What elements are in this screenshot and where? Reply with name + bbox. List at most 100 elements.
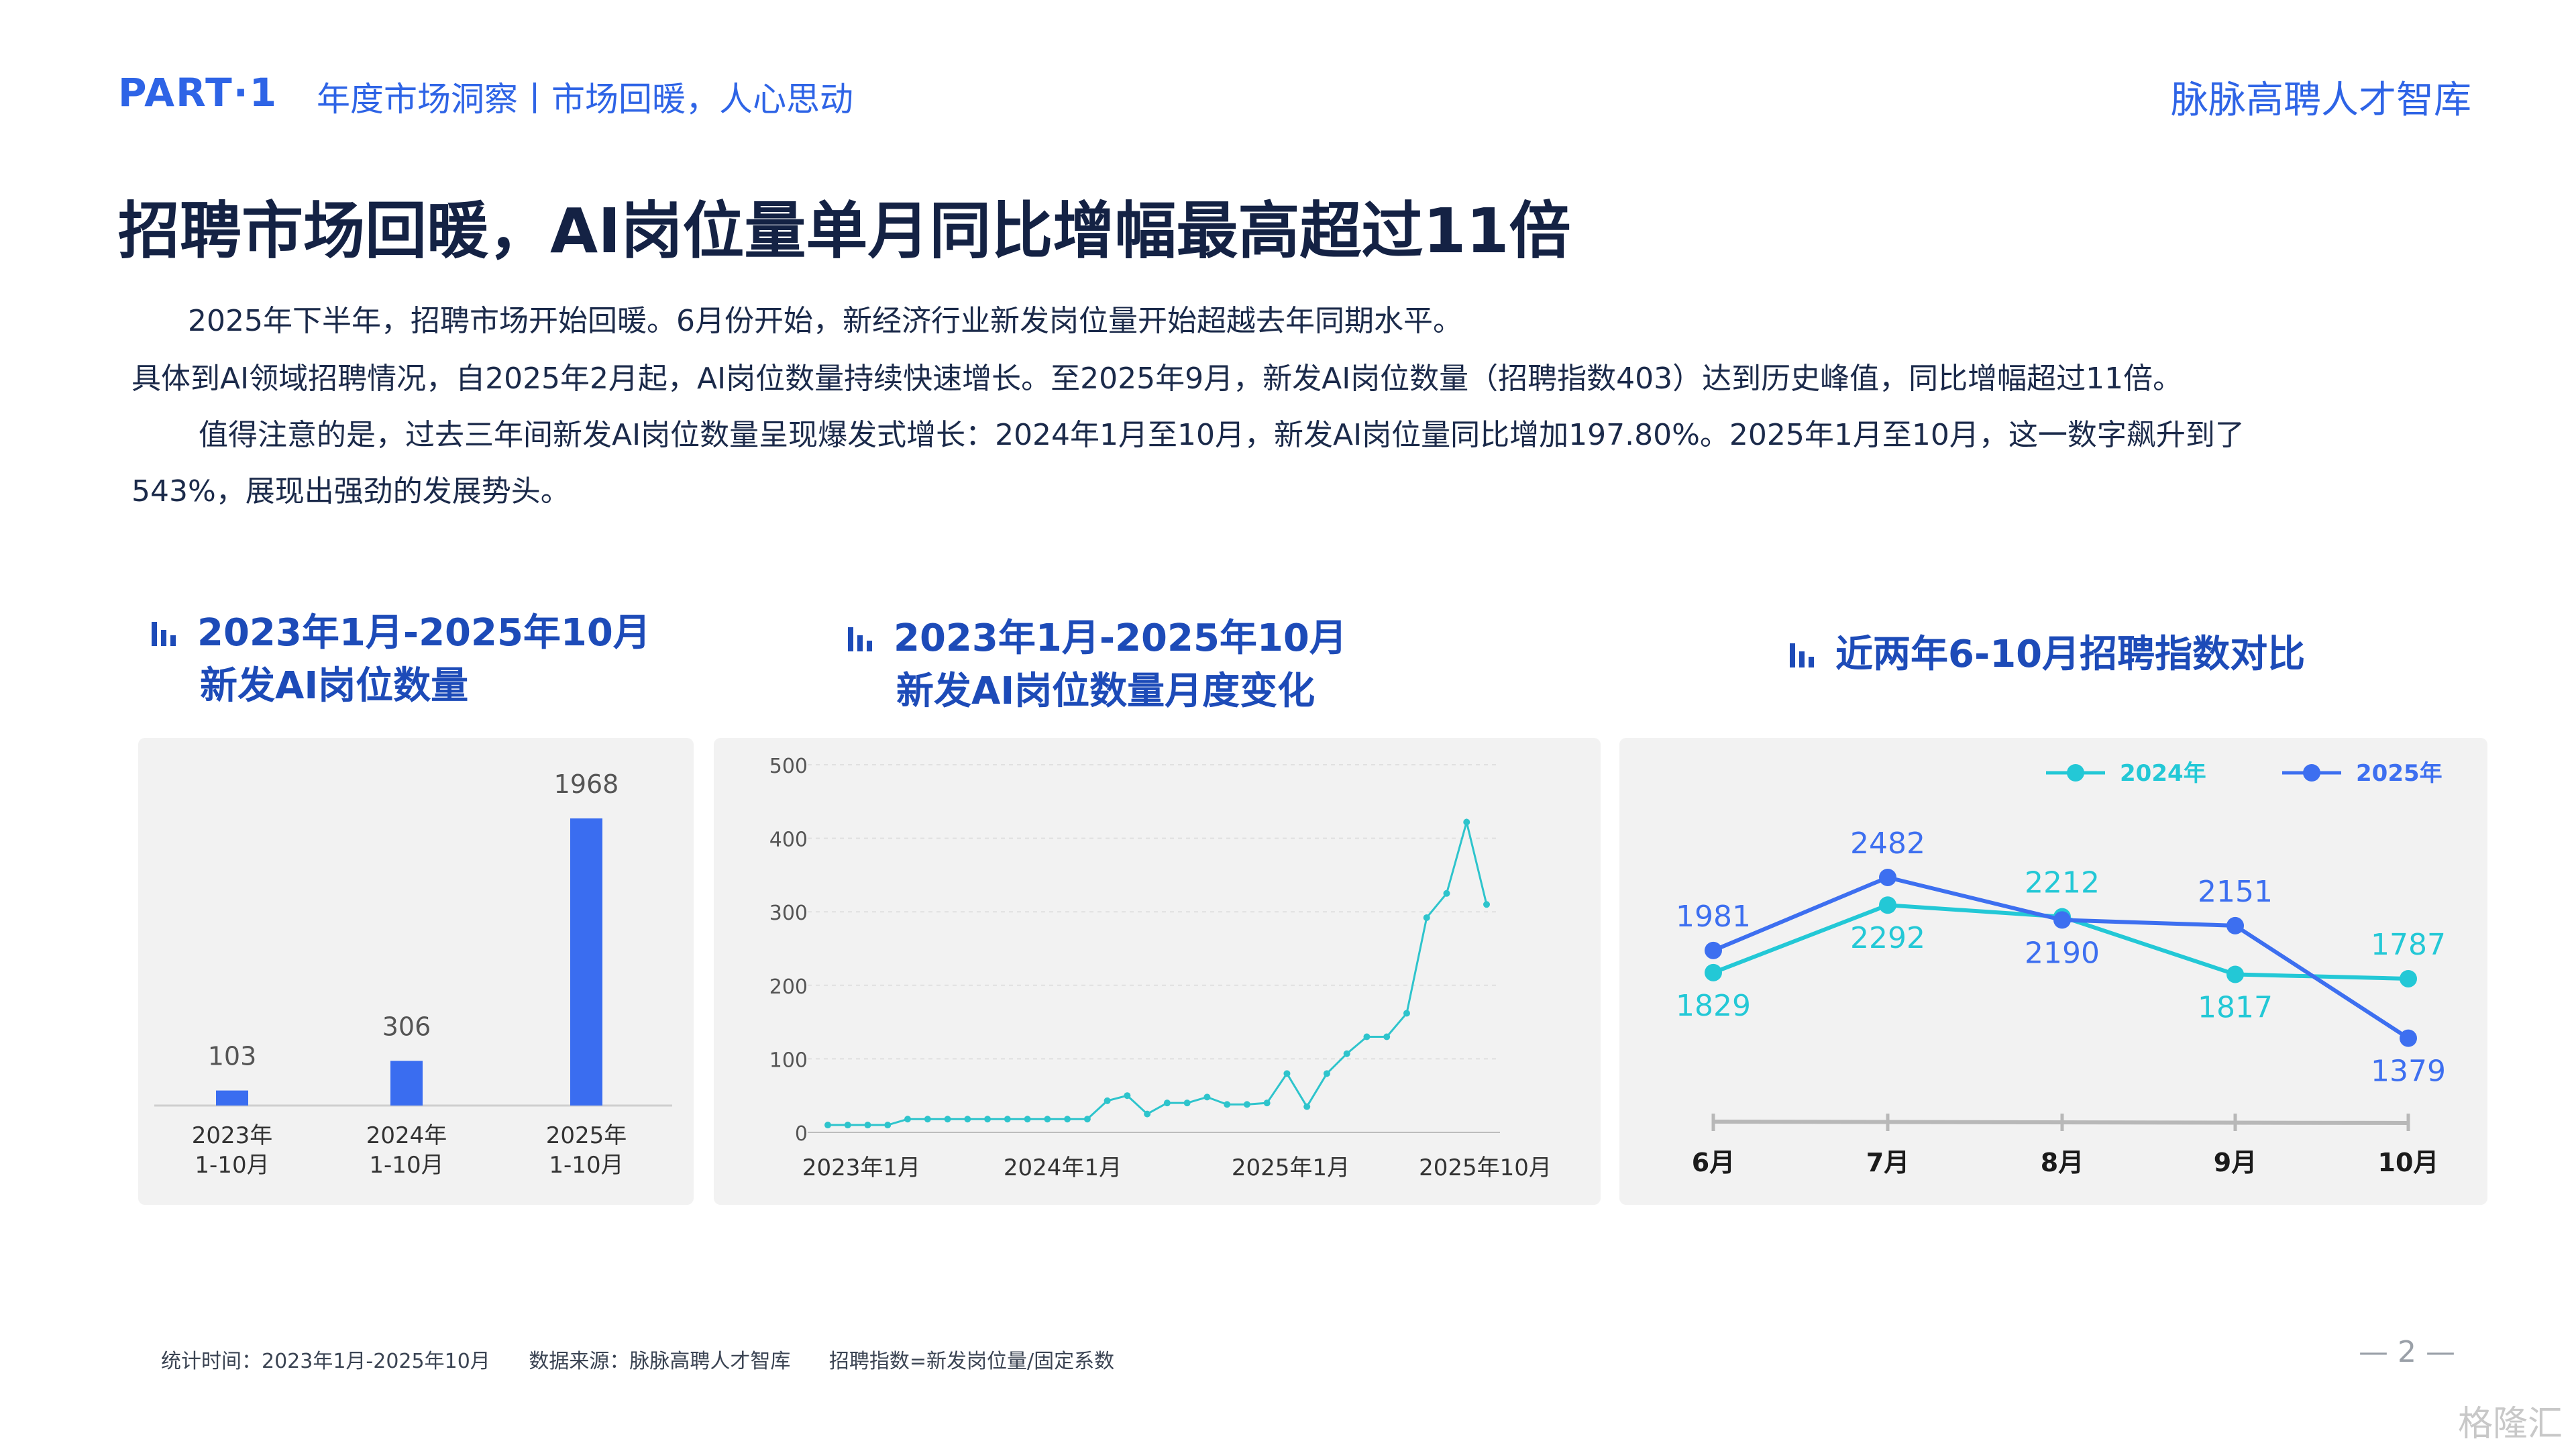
compare-chart-panel: 2024年 2025年 6月 7月 8月 9月 10月 1829 1981 2292 2482 221… — [1619, 738, 2487, 1205]
data-point — [1705, 941, 1722, 959]
data-point — [1083, 1116, 1091, 1123]
legend-label: 2024年 — [2120, 760, 2206, 787]
bar-chart-title-line1: 2023年1月-2025年10月 — [197, 611, 651, 655]
x-tick-label: 6月 — [1692, 1148, 1735, 1177]
data-point — [1224, 1101, 1231, 1108]
x-tick-label: 9月 — [2214, 1148, 2257, 1177]
page-number: — 2 — — [2359, 1335, 2455, 1369]
paragraph-4: 543%，展现出强劲的发展势头。 — [131, 474, 570, 508]
bar-chart-panel: 103 2023年 1-10月 306 2024年 1-10月 1968 2025年 1-10月 — [138, 738, 694, 1205]
data-point — [984, 1116, 991, 1123]
x-tick-label: 7月 — [1866, 1148, 1909, 1177]
y-tick-label: 400 — [769, 828, 808, 852]
y-tick-label: 200 — [769, 975, 808, 999]
bar-chart-title: 2023年1月-2025年10月 新发AI岗位数量 — [152, 608, 651, 712]
data-point — [1203, 1093, 1211, 1101]
data-label: 1817 — [2198, 990, 2273, 1024]
y-tick-label: 0 — [795, 1122, 808, 1146]
data-point — [1044, 1116, 1051, 1123]
compare-chart: 2024年 2025年 6月 7月 8月 9月 10月 1829 1981 2292 2482 221… — [1676, 760, 2446, 1177]
bar-chart: 103 2023年 1-10月 306 2024年 1-10月 1968 2025年 1-10月 — [154, 769, 672, 1179]
x-tick-label: 10月 — [2378, 1148, 2439, 1177]
compare-chart-title-text: 近两年6-10月招聘指数对比 — [1835, 633, 2306, 676]
compare-chart-title: 近两年6-10月招聘指数对比 — [1790, 629, 2305, 682]
bar-chart-title-line2: 新发AI岗位数量 — [200, 663, 469, 708]
footer-stat-time: 统计时间：2023年1月-2025年10月 — [161, 1350, 490, 1373]
brand-name: 脉脉高聘人才智库 — [2171, 78, 2471, 122]
data-point — [924, 1116, 931, 1123]
line-chart-panel: 0 100 200 300 400 500 2023年1月 2024年1月 2025年1月 202… — [714, 738, 1601, 1205]
x-tick-label: 2025年10月 — [1419, 1155, 1552, 1181]
data-label: 2151 — [2198, 875, 2273, 909]
x-tick-label: 2025年 — [546, 1122, 627, 1149]
footer-note: 招聘指数=新发岗位量/固定系数 — [828, 1350, 1115, 1373]
data-point — [1363, 1033, 1371, 1040]
x-tick-label: 1-10月 — [195, 1152, 269, 1179]
bar-value-label: 1968 — [554, 769, 619, 799]
y-tick-label: 300 — [769, 902, 808, 925]
bar-chart-icon — [152, 610, 178, 661]
x-tick-label: 8月 — [2041, 1148, 2084, 1177]
bar-value-label: 306 — [382, 1012, 431, 1041]
data-point — [1064, 1116, 1071, 1123]
data-point — [1004, 1116, 1011, 1123]
data-label: 1787 — [2371, 928, 2446, 962]
line-chart-title-line2: 新发AI岗位数量月度变化 — [896, 669, 1316, 713]
data-point — [1263, 1099, 1271, 1107]
bar — [216, 1090, 248, 1106]
bar — [390, 1061, 423, 1106]
bar-chart-icon — [1790, 631, 1817, 682]
data-label: 1829 — [1676, 989, 1751, 1023]
paragraph-2: 具体到AI领域招聘情况，自2025年2月起，AI岗位数量持续快速增长。至2025… — [131, 362, 2183, 396]
data-point — [1243, 1101, 1250, 1108]
bar-value-label: 103 — [208, 1042, 257, 1071]
data-point — [884, 1122, 892, 1129]
data-point — [944, 1116, 951, 1123]
x-tick-label: 2024年 — [366, 1122, 447, 1149]
line-chart-title: 2023年1月-2025年10月 新发AI岗位数量月度变化 — [848, 613, 1347, 717]
data-label: 1981 — [1676, 900, 1751, 934]
data-point — [2226, 916, 2244, 934]
data-label: 1379 — [2371, 1055, 2446, 1089]
data-point — [1403, 1010, 1410, 1017]
x-tick-label: 1-10月 — [369, 1152, 443, 1179]
legend-marker — [2303, 764, 2320, 782]
data-point — [2226, 965, 2244, 983]
data-point — [1124, 1092, 1131, 1099]
data-point — [2053, 911, 2071, 929]
series-line — [828, 818, 1488, 1126]
data-point — [1144, 1110, 1151, 1118]
line-chart: 0 100 200 300 400 500 2023年1月 2024年1月 2025年1月 202… — [769, 755, 1552, 1181]
data-label: 2292 — [1850, 921, 1925, 955]
section-title: 年度市场洞察丨市场回暖，人心思动 — [317, 80, 853, 119]
data-point — [964, 1116, 971, 1123]
legend-label: 2025年 — [2356, 760, 2443, 787]
data-point — [864, 1122, 871, 1129]
data-point — [1483, 901, 1490, 908]
bar-chart-icon — [848, 615, 875, 666]
data-point — [2400, 1029, 2417, 1047]
legend-marker — [2067, 764, 2084, 782]
data-point — [1343, 1050, 1350, 1057]
data-point — [1383, 1033, 1391, 1040]
x-tick-label: 2023年 — [192, 1122, 273, 1149]
data-label: 2482 — [1850, 826, 1925, 861]
data-label: 2212 — [2025, 866, 2100, 900]
paragraph-3: 值得注意的是，过去三年间新发AI岗位数量呈现爆发式增长：2024年1月至10月，… — [199, 418, 2245, 452]
x-tick-label: 1-10月 — [549, 1152, 623, 1179]
x-tick-label: 2024年1月 — [1004, 1155, 1122, 1181]
data-point — [1323, 1070, 1330, 1077]
data-point — [1283, 1070, 1291, 1077]
page-title: 招聘市场回暖，AI岗位量单月同比增幅最高超过11倍 — [118, 195, 1571, 267]
x-tick-label: 2025年1月 — [1232, 1155, 1350, 1181]
footer-source: 数据来源：脉脉高聘人才智库 — [529, 1350, 791, 1373]
y-tick-label: 500 — [769, 755, 808, 778]
data-point — [1879, 868, 1896, 886]
data-point — [1879, 896, 1896, 914]
line-chart-title-line1: 2023年1月-2025年10月 — [894, 616, 1347, 660]
data-point — [824, 1122, 831, 1129]
x-tick-label: 2023年1月 — [802, 1155, 920, 1181]
data-label: 2190 — [2025, 936, 2100, 970]
data-point — [1463, 818, 1470, 826]
footer: 统计时间：2023年1月-2025年10月 数据来源：脉脉高聘人才智库 招聘指数… — [161, 1344, 1146, 1374]
